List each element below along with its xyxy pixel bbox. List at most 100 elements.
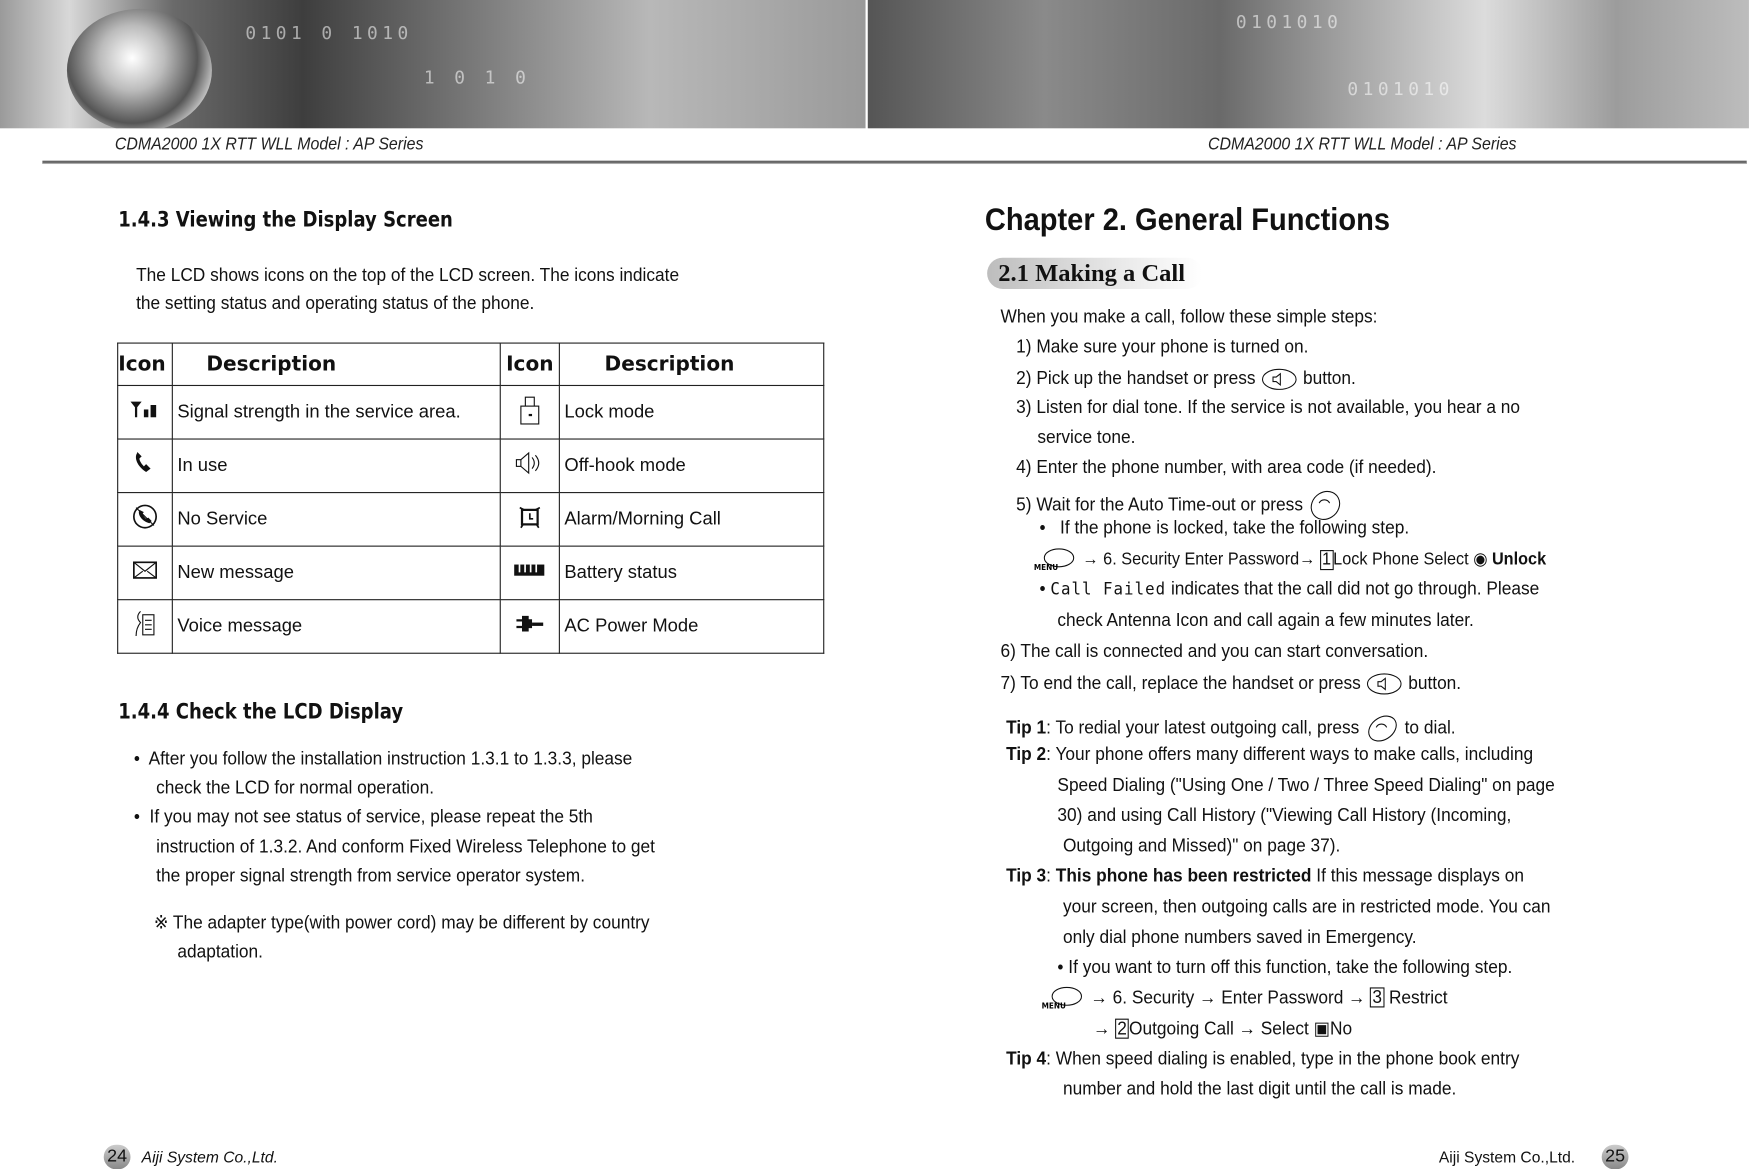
- desc-signal: Signal strength in the service area.: [171, 384, 501, 440]
- key-2-box: 2: [1115, 1018, 1130, 1039]
- footer-company-left: Aiji System Co.,Ltd.: [141, 1148, 278, 1166]
- bullet-2-line-2: instruction of 1.3.2. And conform Fixed …: [156, 836, 655, 857]
- key-1-box: 1: [1319, 550, 1334, 571]
- tip-4-line-2: number and hold the last digit until the…: [1062, 1078, 1457, 1099]
- step-3-line-2: service tone.: [1037, 427, 1136, 448]
- tip-2-label: Tip 2: [1006, 744, 1047, 765]
- speaker-icon: [515, 451, 540, 475]
- step-7-suffix: button.: [1408, 673, 1462, 694]
- footer-company-right: Aiji System Co.,Ltd.: [1438, 1148, 1576, 1166]
- lock-icon: [520, 396, 540, 425]
- restrict-path-text: → 6. Security → Enter Password →: [1090, 987, 1366, 1008]
- menu-button-icon: MENU: [1042, 986, 1083, 1011]
- svg-text:MENU: MENU: [1042, 1001, 1066, 1010]
- signal-strength-icon: [130, 401, 157, 418]
- tip-3-bullet: • If you want to turn off this function,…: [1057, 957, 1513, 978]
- call-failed-line-2: check Antenna Icon and call again a few …: [1057, 610, 1474, 631]
- section-title-making-call: 2.1 Making a Call: [987, 257, 1203, 289]
- step-7: 7) To end the call, replace the handset …: [1000, 672, 1462, 697]
- voice-message-icon: [135, 611, 155, 636]
- step-3-line-1: 3) Listen for dial tone. If the service …: [1016, 397, 1521, 418]
- bullet-1-line-2: check the LCD for normal operation.: [156, 777, 435, 798]
- restrict-path-text-2: Outgoing Call → Select: [1129, 1018, 1309, 1039]
- locked-bullet: • If the phone is locked, take the follo…: [1039, 517, 1410, 538]
- call-failed-line-1: • Call Failed indicates that the call di…: [1039, 579, 1540, 600]
- menu-button-icon: MENU: [1034, 548, 1075, 572]
- tip-4-line-1: Tip 4: When speed dialing is enabled, ty…: [1006, 1049, 1519, 1070]
- no-service-icon: [133, 504, 157, 529]
- step-2-suffix: button.: [1302, 368, 1356, 389]
- desc-in-use: In use: [171, 438, 501, 494]
- bullet-2-line-3: the proper signal strength from service …: [156, 865, 585, 886]
- unlock-path: MENU → 6. Security Enter Password→ 1 Lock…: [1032, 548, 1546, 573]
- tip-2-line-2: Speed Dialing ("Using One / Two / Three …: [1057, 775, 1555, 796]
- header-banner-right: 0101010 0101010: [867, 0, 1749, 129]
- speaker-button-icon: [1367, 673, 1402, 695]
- phone-handset-icon: [135, 451, 151, 472]
- bullet-text: After you follow the installation instru…: [148, 748, 633, 769]
- tip-1-text: : To redial your latest outgoing call, p…: [1046, 717, 1360, 738]
- desc-battery: Battery status: [558, 545, 825, 601]
- desc-ac-power: AC Power Mode: [558, 599, 825, 654]
- checkbox-selected-icon: ▣: [1313, 1018, 1331, 1039]
- tip-3-bullet-text: If you want to turn off this function, t…: [1068, 957, 1513, 978]
- step-6: 6) The call is connected and you can sta…: [1000, 641, 1429, 662]
- section-title-viewing-display: 1.4.3 Viewing the Display Screen: [118, 207, 453, 233]
- desc-new-message: New message: [171, 545, 501, 601]
- tip-2-line-3: 30) and using Call History ("Viewing Cal…: [1057, 805, 1512, 826]
- globe-graphic: [66, 8, 212, 129]
- step-7-text: 7) To end the call, replace the handset …: [1000, 673, 1361, 694]
- tip-2-text: : Your phone offers many different ways …: [1046, 744, 1534, 765]
- intro-line-1: The LCD shows icons on the top of the LC…: [136, 265, 680, 286]
- no-label: No: [1330, 1018, 1353, 1039]
- tip-3-line-1: Tip 3: This phone has been restricted If…: [1006, 865, 1525, 886]
- envelope-icon: [133, 561, 157, 579]
- unlock-path-text: → 6. Security Enter Password→: [1082, 550, 1316, 570]
- col-header-icon-2: Icon: [499, 342, 560, 387]
- page-number-right: 25: [1601, 1144, 1629, 1169]
- table-row: New message Battery status: [117, 545, 825, 601]
- battery-icon: [514, 564, 545, 576]
- send-button-icon: [1367, 715, 1397, 742]
- header-rule-left: [42, 160, 860, 165]
- tip-2-line-4: Outgoing and Missed)" on page 37).: [1062, 835, 1341, 856]
- call-failed-term: Call Failed: [1050, 579, 1167, 600]
- desc-off-hook: Off-hook mode: [558, 438, 825, 494]
- unlock-label: Unlock: [1491, 550, 1547, 570]
- radio-selected-icon: ◉: [1473, 550, 1488, 570]
- tip-3-line-2: your screen, then outgoing calls are in …: [1062, 897, 1551, 918]
- restrict-path-line-1: MENU → 6. Security → Enter Password → 3 …: [1040, 986, 1448, 1011]
- tip-2-line-1: Tip 2: Your phone offers many different …: [1006, 744, 1533, 765]
- power-plug-icon: [516, 615, 544, 632]
- step-4: 4) Enter the phone number, with area cod…: [1016, 457, 1437, 478]
- desc-lock: Lock mode: [558, 384, 825, 440]
- col-header-description: Description: [171, 342, 501, 387]
- tip-3-label: Tip 3: [1006, 865, 1047, 886]
- header-rule-right: [859, 160, 1747, 165]
- table-row: Signal strength in the service area. Loc…: [117, 384, 825, 440]
- speaker-button-icon: [1261, 368, 1297, 390]
- col-header-icon: Icon: [117, 342, 173, 387]
- section-title-check-lcd: 1.4.4 Check the LCD Display: [118, 699, 404, 725]
- table-row: Voice message AC Power Mode: [117, 599, 825, 654]
- step-2: 2) Pick up the handset or press button.: [1016, 367, 1356, 392]
- col-header-description-2: Description: [558, 342, 825, 387]
- step-2-text: 2) Pick up the handset or press: [1016, 368, 1256, 389]
- desc-no-service: No Service: [171, 492, 501, 547]
- restricted-message: This phone has been restricted: [1055, 865, 1312, 886]
- key-3-box: 3: [1370, 987, 1385, 1008]
- tip-3-line-3: only dial phone numbers saved in Emergen…: [1062, 927, 1417, 948]
- table-row: In use Off-hook mode: [117, 438, 825, 494]
- desc-alarm: Alarm/Morning Call: [558, 492, 825, 547]
- note-line-2: adaptation.: [177, 941, 263, 962]
- alarm-clock-icon: [519, 506, 541, 529]
- header-left-text: CDMA2000 1X RTT WLL Model : AP Series: [114, 134, 424, 154]
- locked-bullet-text: If the phone is locked, take the followi…: [1060, 517, 1410, 538]
- header-right-text: CDMA2000 1X RTT WLL Model : AP Series: [1207, 134, 1517, 154]
- table-row: No Service Alarm/Morning Call: [117, 492, 825, 547]
- call-failed-text: indicates that the call did not go throu…: [1170, 579, 1540, 600]
- bullet-1-line-1: • After you follow the installation inst…: [133, 748, 633, 769]
- arrow: →: [1093, 1018, 1111, 1039]
- tip-1: Tip 1: To redial your latest outgoing ca…: [1006, 714, 1456, 743]
- tip-4-text: : When speed dialing is enabled, type in…: [1046, 1048, 1520, 1069]
